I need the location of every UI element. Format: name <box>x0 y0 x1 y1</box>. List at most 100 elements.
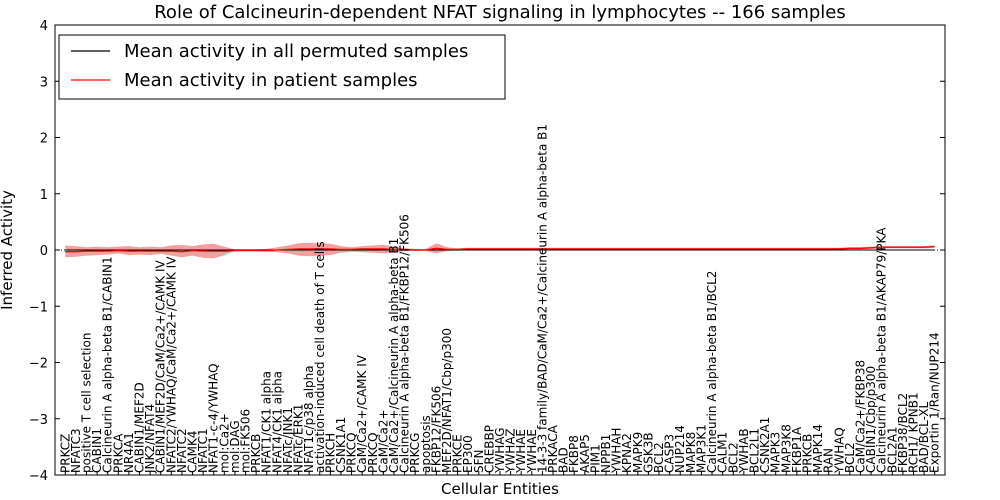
x-tick-label: FKBP12/FK506 <box>429 386 443 473</box>
x-tick-label: SFN <box>472 450 486 474</box>
x-tick-label: FKBP38/BCL2 <box>896 393 910 473</box>
x-axis-title: Cellular Entities <box>441 480 559 498</box>
x-tick-label: FKBP8 <box>567 435 581 473</box>
x-tick-label: CABIN1/MEF2D/CaM/Ca2+/CAMK IV <box>154 259 168 473</box>
legend-box <box>58 34 506 100</box>
legend-label-permuted: Mean activity in all permuted samples <box>124 41 468 62</box>
x-tick-label: PRKCZ <box>58 434 72 473</box>
x-tick-label: KPNA2 <box>620 433 634 473</box>
y-tick-label: 3 <box>40 75 48 90</box>
x-tick-label: PRKCG <box>408 433 422 473</box>
plot-area <box>55 242 945 259</box>
x-tick-label: CREBBP <box>482 425 496 473</box>
x-tick-label: Exportin 1/Ran/NUP214 <box>928 332 942 473</box>
x-tick-label: CASP3 <box>663 434 677 473</box>
x-tick-label: AKAP5 <box>578 434 592 473</box>
confidence-band <box>65 242 935 259</box>
x-tick-label: PRKCB <box>249 434 263 473</box>
x-tick-label: apoptosis <box>419 415 433 473</box>
x-tick-label: YWHAG <box>493 427 507 474</box>
x-tick-label: YWHAE <box>525 429 539 474</box>
y-tick-label: 1 <box>40 188 48 203</box>
chart-title: Role of Calcineurin-dependent NFAT signa… <box>154 2 846 23</box>
x-tick-label: Calcineurin A alpha-beta B1/BCL2 <box>705 271 719 473</box>
x-tick-label: RCH1/ KPNB1 <box>907 392 921 473</box>
x-tick-label: MAP3K8 <box>779 424 793 473</box>
legend: Mean activity in all permuted samples Me… <box>58 34 506 100</box>
x-tick-label: CaM/Ca2+ <box>376 409 390 473</box>
x-tick-label: PRKCA <box>111 433 125 473</box>
x-tick-label: MAPK9 <box>631 432 645 473</box>
x-tick-label: BCL2A1 <box>885 426 899 473</box>
x-tick-label: NFAT4/CK1 alpha <box>270 371 284 473</box>
x-tick-label: NFATC2 <box>175 428 189 473</box>
x-tick-label: BCL2 <box>652 442 666 473</box>
x-tick-label: BAD <box>557 447 571 473</box>
x-tick-label: YWHAH <box>610 428 624 474</box>
x-tick-label: NFAT1/CK1 alpha <box>260 371 274 473</box>
x-tick-label: mol:FK506 <box>239 409 253 473</box>
y-tick-label: −2 <box>29 357 48 372</box>
x-tick-label: CaM/Ca2+/FKBP38 <box>854 360 868 473</box>
y-tick-label: 2 <box>40 132 48 147</box>
x-tick-label: NFATC2/YWHAQ/CaM/Ca2+/CAMK IV <box>164 256 178 473</box>
x-tick-label: NFAT1c/p38 alpha <box>302 365 316 473</box>
x-tick-label: CABIN1 <box>90 428 104 473</box>
x-tick-label: mol:DAG <box>228 420 242 473</box>
y-tick-label: −4 <box>29 469 48 484</box>
x-tick-label: Calcineurin A alpha-beta B1/FKBP12/FK506 <box>398 214 412 473</box>
x-tick-label: CABIN1/MEF2D <box>133 382 147 473</box>
x-tick-label: RAN <box>822 448 836 473</box>
x-tick-label: positive T cell selection <box>80 333 94 473</box>
x-tick-label: CAMK4 <box>186 431 200 473</box>
x-tick-label: YWHAZ <box>504 428 518 474</box>
x-tick-label: BCL2 <box>843 442 857 473</box>
x-tick-label: activation-induced cell death of T cells <box>313 241 327 473</box>
x-tick-label: FKBP1A <box>790 426 804 473</box>
x-tick-label: PRKCQ <box>345 432 359 473</box>
x-tick-label: CSNK1A1 <box>334 417 348 473</box>
x-tick-label: NFATc/ERK1 <box>292 404 306 473</box>
x-tick-label: NFATc/JNK1 <box>281 407 295 473</box>
y-axis-title: Inferred Activity <box>0 190 16 310</box>
legend-label-patient: Mean activity in patient samples <box>124 70 418 91</box>
x-tick-label: NR4A1 <box>122 432 136 473</box>
x-tick-label: NPPB1 <box>599 434 613 473</box>
x-tick-label: 14-3-3 family/BAD/CaM/Ca2+/Calcineurin A… <box>535 124 549 473</box>
y-tick-label: −3 <box>29 413 48 428</box>
x-tick-label: CaM/Ca2+/CAMK IV <box>355 354 369 473</box>
x-tick-label: CaM/Ca2+/Calcineurin A alpha-beta B1 <box>387 238 401 473</box>
x-tick-label: JNK2/NFAT4 <box>143 404 157 474</box>
x-tick-label: PRKCH <box>323 433 337 473</box>
x-tick-label: NFATC1 <box>196 428 210 473</box>
x-tick-label: YWHAE <box>514 429 528 474</box>
x-tick-label: MAP3K1 <box>694 424 708 473</box>
x-tick-label: PRKCE <box>451 434 465 473</box>
y-tick-label: 4 <box>40 19 48 34</box>
x-tick-label: NFAT1-c-4/YWHAQ <box>207 363 221 473</box>
x-tick-label: YWHAB <box>737 428 751 474</box>
x-tick-label: BCL2 <box>726 442 740 473</box>
x-tick-label: NFATC3 <box>69 428 83 473</box>
x-tick-label: MEF2D/NFAT1/Cbp/p300 <box>440 328 454 473</box>
x-tick-label: PRKACA <box>546 424 560 473</box>
x-tick-label: GSK3B <box>641 432 655 473</box>
x-tick-label: MAPK14 <box>811 424 825 473</box>
y-tick-label: 0 <box>40 244 48 259</box>
x-tick-label: mol:Ca2+ <box>217 413 231 473</box>
y-tick-label: −1 <box>29 300 48 315</box>
x-tick-label: PRKCB <box>801 434 815 473</box>
x-tick-label: CALM1 <box>716 432 730 473</box>
x-tick-label: Calcineurin A alpha-beta B1/AKAP79/PKA <box>875 227 889 473</box>
x-tick-label: PIM1 <box>588 444 602 473</box>
series-line-patient <box>65 245 935 253</box>
x-tick-label: BAD/BCL-XL <box>917 401 931 473</box>
x-tick-label: MAPK3 <box>769 432 783 473</box>
x-tick-label: MAPK8 <box>684 432 698 473</box>
x-tick-label: YWHAQ <box>832 427 846 474</box>
x-tick-label: CABIN1/Cbp/p300 <box>864 366 878 473</box>
x-tick-label: CSNK2A1 <box>758 417 772 473</box>
x-tick-label: EP300 <box>461 435 475 473</box>
